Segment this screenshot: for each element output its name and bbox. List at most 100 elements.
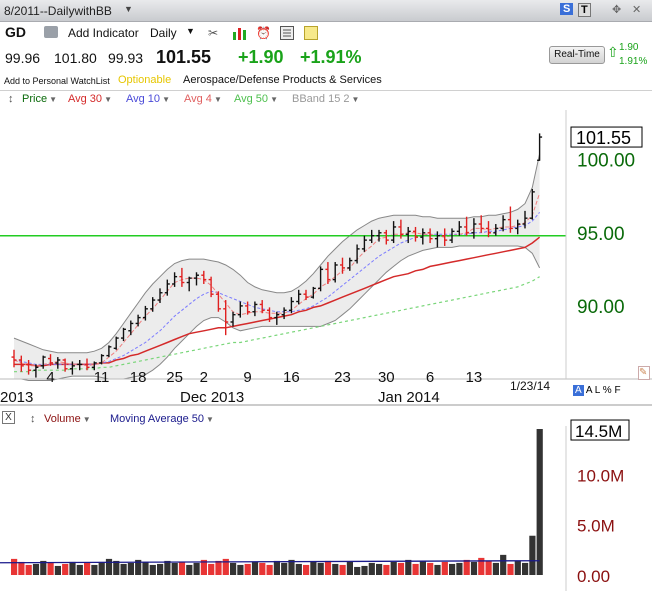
add-indicator-button[interactable]: Add Indicator: [68, 26, 139, 40]
volume-bar: [230, 562, 237, 575]
ohlc-bar: [471, 218, 477, 239]
ohlc-bar: [464, 216, 470, 236]
ohlc-bar: [69, 361, 75, 375]
legend-bband[interactable]: BBand 15 2 ▼: [292, 93, 360, 105]
date-tick-label: 16: [283, 369, 300, 386]
legend-toggle-icon[interactable]: ↕: [8, 93, 14, 105]
volume-bar: [492, 562, 499, 575]
volume-bar: [376, 563, 383, 575]
volume-ma-legend-label: Moving Average 50: [110, 413, 204, 425]
date-tick-label: 4: [46, 369, 54, 386]
alpf-a[interactable]: A: [573, 385, 584, 396]
volume-bar: [215, 560, 222, 575]
volume-bar: [25, 564, 32, 575]
date-tick-label: 30: [378, 369, 395, 386]
date-tick-label: 2: [200, 369, 208, 386]
volume-bar: [193, 562, 200, 575]
volume-bar: [310, 561, 317, 575]
volume-bar: [449, 563, 456, 575]
ohlc-bar: [18, 355, 24, 372]
ohlc-bar: [281, 307, 287, 320]
period-select[interactable]: Daily: [150, 26, 177, 40]
draw-tool-icon[interactable]: ✎: [638, 366, 650, 380]
volume-bar: [500, 554, 507, 575]
ohlc-bar: [121, 327, 126, 341]
axes: 90.00 95.00 100.00 101.55 4 11 18 25 2 9 16 23 30 6 13…: [0, 110, 652, 591]
industry-label[interactable]: Aerospace/Defense Products & Services: [183, 74, 382, 86]
legend-avg4[interactable]: Avg 4 ▼: [184, 93, 222, 105]
realtime-button[interactable]: Real-Time: [549, 46, 605, 64]
volume-bar: [288, 559, 295, 575]
last-price-label: 101.55: [576, 128, 631, 148]
volume-ma-line: [0, 560, 540, 564]
ohlc-bar: [369, 229, 375, 244]
ohlc-bar: [537, 133, 543, 161]
ohlc-bar: [288, 297, 294, 314]
volume-bar: [208, 563, 215, 575]
ohlc-bar: [325, 262, 331, 284]
volume-bar: [91, 564, 98, 575]
watchlist-link[interactable]: Add to Personal WatchList: [4, 76, 110, 86]
ohlc-bar: [434, 231, 440, 248]
print-icon[interactable]: [44, 26, 58, 38]
alpf-rest[interactable]: A L % F: [585, 385, 621, 396]
volume-bar: [419, 560, 426, 575]
ohlc-bar: [142, 305, 148, 321]
text-icon[interactable]: T: [578, 3, 591, 17]
last-volume-box: [570, 419, 630, 441]
volume-bar: [397, 562, 405, 575]
legend-avg50[interactable]: Avg 50 ▼: [234, 93, 278, 105]
volume-toggle-icon[interactable]: ↕: [30, 413, 36, 425]
volume-bar: [368, 562, 375, 575]
note-icon[interactable]: [304, 26, 318, 43]
ohlc-bar: [99, 354, 105, 365]
realtime-change-pct: 1.91%: [619, 56, 648, 67]
tools-icon[interactable]: ✂: [208, 26, 219, 40]
chart-type-icon[interactable]: [232, 26, 248, 43]
ohlc-bar: [237, 301, 243, 318]
move-icon[interactable]: ✥: [612, 4, 622, 16]
volume-bar: [339, 564, 346, 575]
volume-bar: [412, 563, 419, 575]
volume-bar: [529, 535, 536, 575]
legend-avg10[interactable]: Avg 10 ▼: [126, 93, 170, 105]
ohlc-bar: [55, 357, 61, 369]
volume-ma-legend[interactable]: Moving Average 50 ▼: [110, 413, 214, 425]
quote-high: 101.80: [54, 50, 97, 66]
ohlc-bar: [310, 286, 316, 299]
volume-bar: [11, 558, 18, 575]
volume-bar: [157, 563, 164, 575]
volume-bar: [485, 560, 492, 575]
ohlc-bar: [77, 360, 83, 371]
date-tick-label: 11: [94, 369, 110, 386]
up-arrow-icon: ⇧: [607, 44, 619, 60]
volume-bar: [295, 563, 302, 575]
legend-price-label: Price: [22, 93, 48, 105]
volume-bar: [405, 559, 412, 575]
period-dropdown-icon[interactable]: ▼: [186, 26, 195, 36]
date-tick-label: 18: [130, 369, 147, 386]
alpf-toolbar[interactable]: A A L % F: [573, 385, 621, 396]
title-dropdown-icon[interactable]: ▼: [124, 4, 133, 14]
legend-price[interactable]: Price ▼: [22, 93, 57, 105]
calculator-icon[interactable]: [280, 26, 294, 43]
close-icon[interactable]: ✕: [632, 4, 642, 16]
volume-bar: [54, 565, 61, 575]
volume-bar: [514, 560, 521, 575]
legend-avg30[interactable]: Avg 30 ▼: [68, 93, 112, 105]
ohlc-bar: [303, 289, 309, 301]
volume-bar: [135, 559, 142, 575]
close-volume-icon[interactable]: X: [2, 411, 15, 424]
symbol-label[interactable]: GD: [5, 24, 26, 40]
alarm-icon[interactable]: ⏰: [256, 26, 271, 40]
volume-bar: [120, 563, 127, 575]
volume-tick-label: 10.0M: [577, 466, 624, 485]
ohlc-bar: [194, 272, 199, 286]
realtime-change: 1.90: [619, 42, 639, 53]
volume-legend[interactable]: Volume ▼: [44, 413, 91, 425]
ohlc-bar: [11, 349, 17, 368]
share-icon[interactable]: S: [560, 3, 574, 15]
ohlc-bar: [201, 270, 207, 284]
ohlc-bar: [150, 297, 156, 312]
price-tick-label: 90.00: [577, 297, 625, 318]
